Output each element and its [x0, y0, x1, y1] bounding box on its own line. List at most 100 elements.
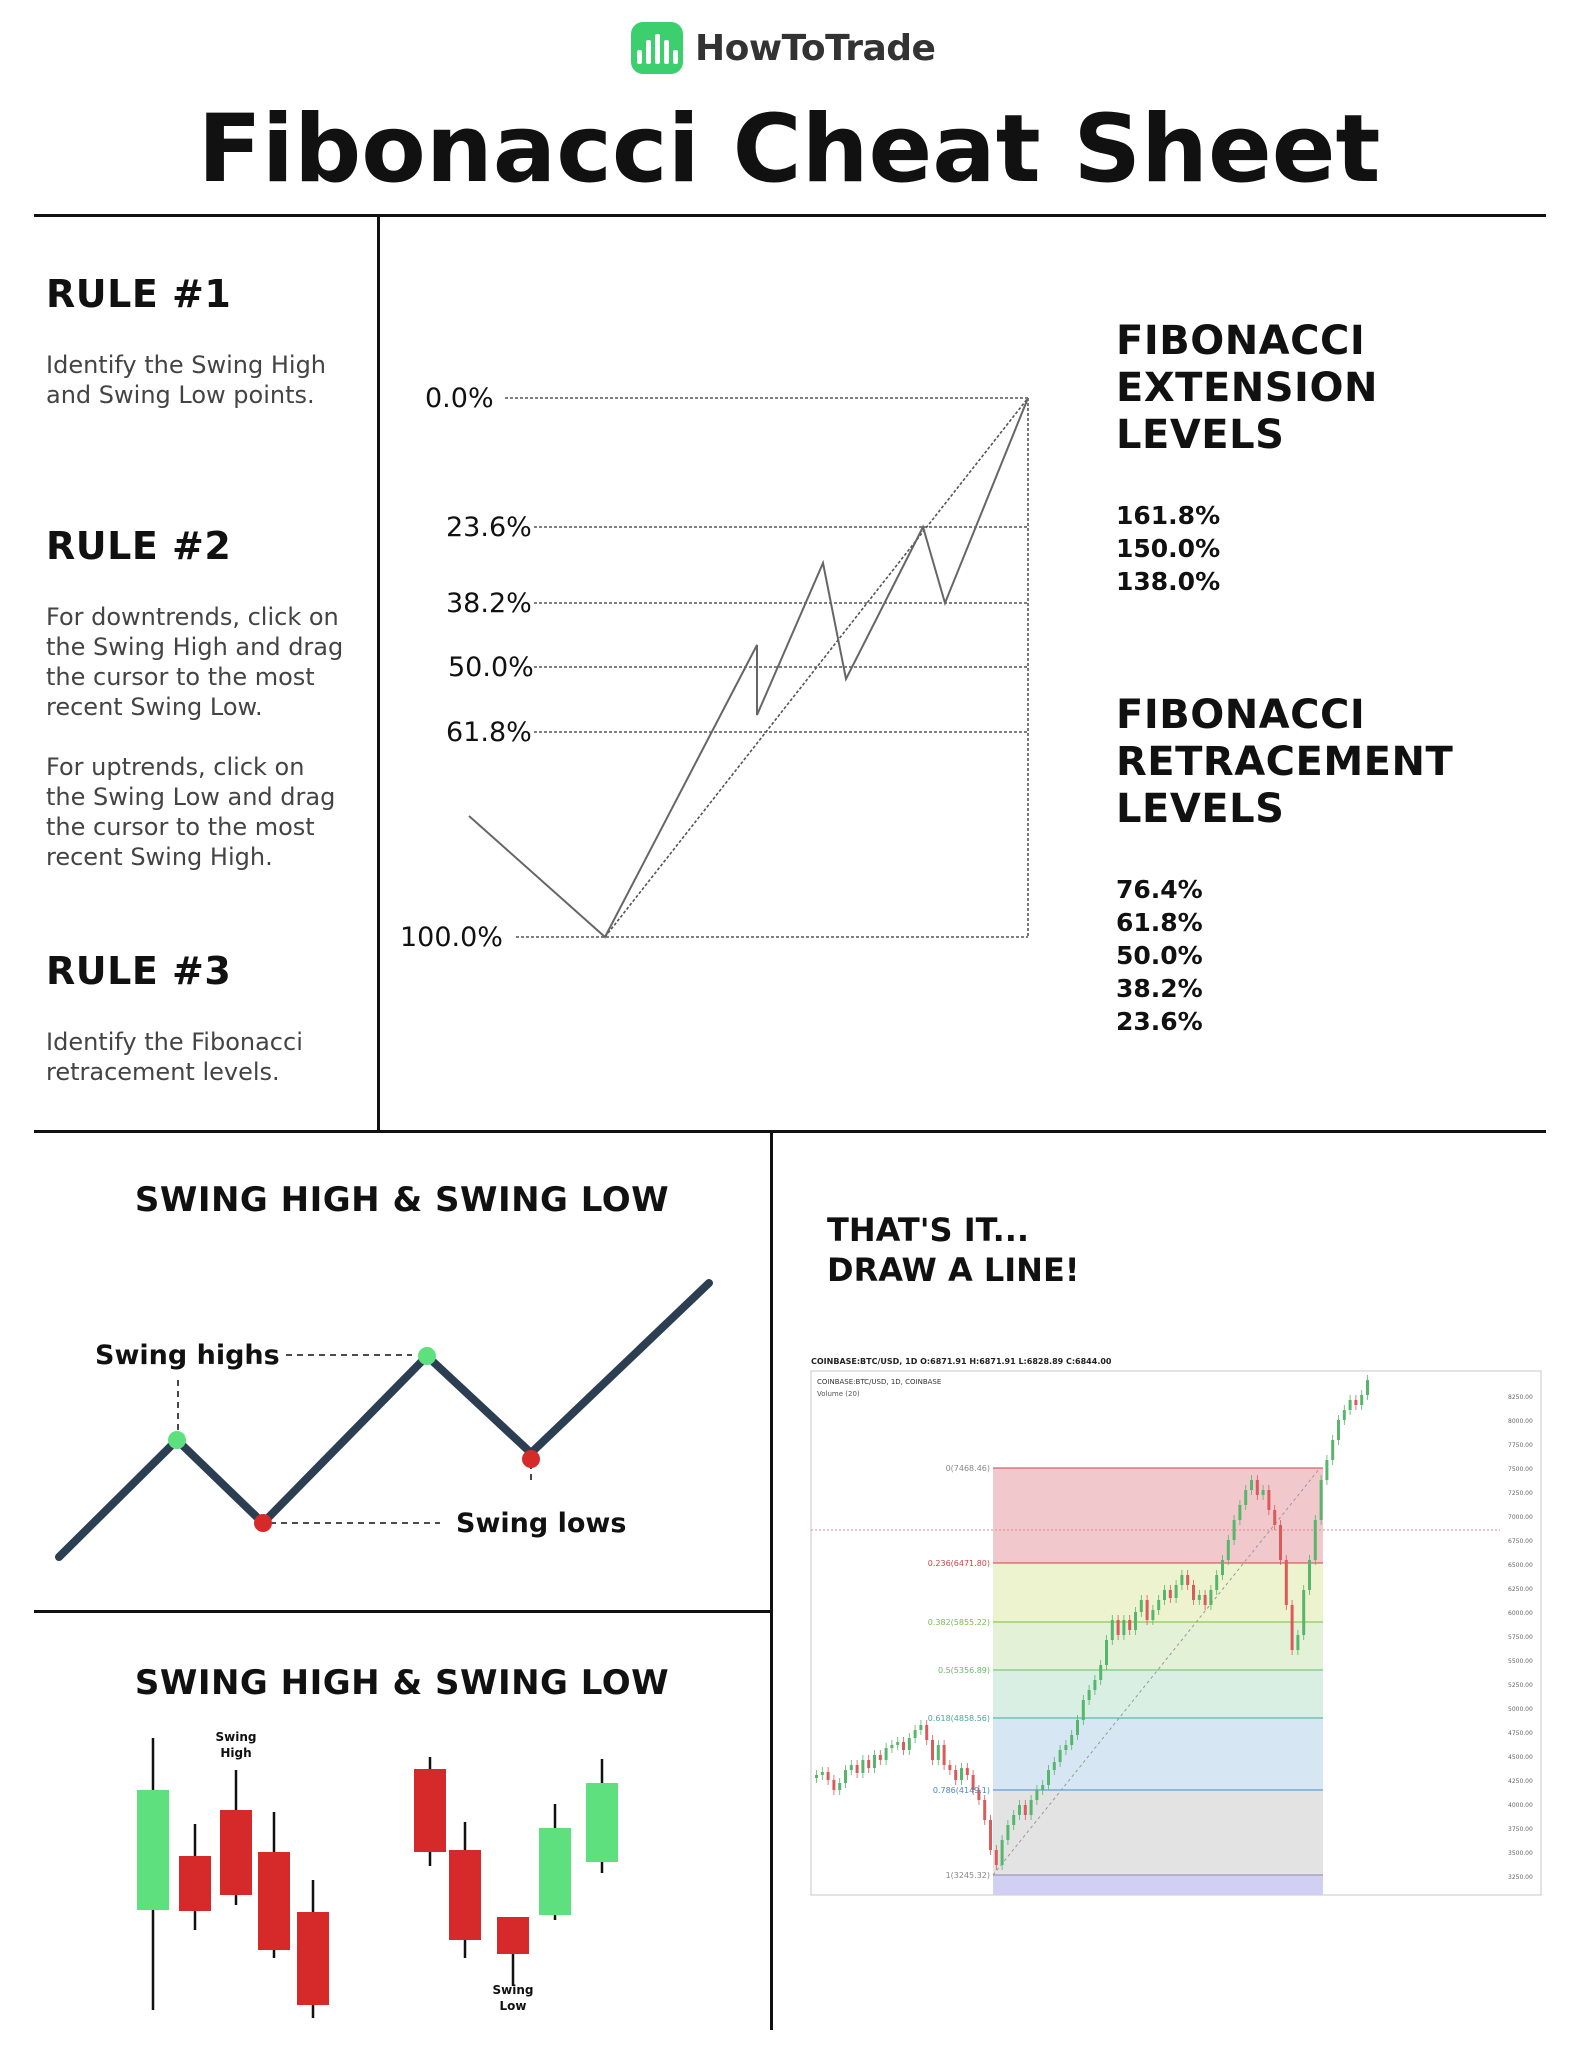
rule-text: Identify the Fibonacci retracement level… — [46, 1028, 303, 1086]
btc-candle — [1000, 1840, 1004, 1865]
rule-text: For downtrends, click on the Swing High … — [46, 603, 344, 871]
btc-candle — [855, 1765, 859, 1773]
btc-candle — [878, 1755, 882, 1760]
btc-candle — [902, 1742, 905, 1750]
btc-candle — [936, 1745, 940, 1760]
swing-high-marker — [418, 1347, 436, 1365]
btc-candle — [1342, 1410, 1346, 1420]
price-tick: 6500.00 — [1508, 1562, 1533, 1569]
price-tick: 3500.00 — [1508, 1850, 1533, 1857]
fib-level-label: 0.618(4858.56) — [928, 1714, 990, 1723]
btc-candle — [931, 1740, 934, 1760]
level-label: 61.8% — [446, 717, 532, 748]
btc-candle — [1151, 1610, 1155, 1620]
trend-diagonal — [604, 397, 1029, 938]
btc-candle — [1267, 1490, 1271, 1510]
btc-candle — [1261, 1490, 1265, 1495]
btc-candle — [1360, 1395, 1364, 1405]
price-tick: 7250.00 — [1508, 1490, 1533, 1497]
bearish-candle — [297, 1912, 329, 2005]
swing-low-text: Swing — [493, 1983, 534, 1997]
retracement-block: FIBONACCI RETRACEMENT LEVELS 76.4% 61.8%… — [1116, 692, 1453, 1038]
rule-1: RULE #1 Identify the Swing High and Swin… — [46, 272, 326, 410]
btc-candle — [1110, 1620, 1114, 1640]
middle-divider — [34, 1130, 1546, 1133]
bearish-candle — [258, 1852, 290, 1950]
level-label: 23.6% — [446, 512, 532, 543]
btc-candle — [925, 1725, 929, 1740]
btc-candle — [1064, 1745, 1068, 1750]
fib-level-label: 0(7468.46) — [946, 1464, 990, 1473]
price-tick: 4000.00 — [1508, 1802, 1533, 1809]
btc-candle — [1279, 1525, 1282, 1560]
btc-candle — [1035, 1790, 1039, 1800]
btc-candle — [832, 1780, 836, 1790]
swing-high-text: Swing — [216, 1730, 257, 1744]
retracement-level: 38.2% — [1116, 974, 1203, 1003]
btc-candle — [1302, 1590, 1306, 1635]
rules-divider — [377, 216, 380, 1132]
btc-candle — [815, 1775, 818, 1778]
btc-candle — [1273, 1510, 1277, 1525]
fib-zone — [993, 1718, 1323, 1790]
swing-high-marker — [168, 1431, 186, 1449]
rule-title: RULE #1 — [46, 272, 232, 316]
extension-levels: 161.8% 150.0% 138.0% — [1116, 499, 1378, 598]
btc-candle — [960, 1768, 963, 1780]
bullish-candle — [137, 1790, 169, 1910]
retracement-level: 76.4% — [1116, 875, 1203, 904]
btc-candle — [1070, 1735, 1074, 1745]
level-label: 100.0% — [400, 922, 503, 953]
btc-candle — [948, 1765, 952, 1770]
btc-candle — [907, 1738, 911, 1750]
page-title: Fibonacci Cheat Sheet — [197, 95, 1381, 204]
btc-candle — [1087, 1690, 1091, 1700]
retracement-level: 61.8% — [1116, 908, 1203, 937]
btc-candle — [1250, 1480, 1253, 1490]
retracement-level: 50.0% — [1116, 941, 1203, 970]
chart-sub: COINBASE:BTC/USD, 1D, COINBASE — [817, 1378, 941, 1386]
btc-candle — [820, 1772, 824, 1775]
btc-candle — [1348, 1400, 1352, 1410]
swing-highs-label: Swing highs — [95, 1340, 280, 1371]
rule-text: Identify the Swing High and Swing Low po… — [46, 351, 327, 409]
price-tick: 5500.00 — [1508, 1658, 1533, 1665]
btc-candle — [1145, 1600, 1149, 1620]
price-tick: 5750.00 — [1508, 1634, 1533, 1641]
btc-candle — [1192, 1585, 1195, 1600]
btc-candle — [1319, 1480, 1323, 1520]
btc-candle — [1226, 1540, 1230, 1560]
chart-sub: Volume (20) — [817, 1390, 860, 1398]
chart-frame — [810, 1370, 1542, 1896]
btc-candle — [1052, 1762, 1056, 1770]
btc-candle — [1093, 1680, 1097, 1690]
btc-candle — [867, 1760, 871, 1768]
bullish-candle — [586, 1783, 618, 1862]
swing-low-marker — [522, 1450, 540, 1468]
btc-candle — [954, 1770, 958, 1780]
btc-candle — [1180, 1575, 1184, 1585]
btc-candle — [1047, 1770, 1050, 1785]
price-tick: 3750.00 — [1508, 1826, 1533, 1833]
price-tick: 5250.00 — [1508, 1682, 1533, 1689]
level-label: 50.0% — [448, 652, 534, 683]
btc-candle — [826, 1772, 830, 1780]
btc-candle — [1018, 1805, 1021, 1815]
btc-candle — [1215, 1575, 1219, 1590]
price-tick: 6250.00 — [1508, 1586, 1533, 1593]
btc-candle — [1163, 1590, 1166, 1600]
swing-divider — [34, 1610, 772, 1613]
btc-candle — [1023, 1805, 1027, 1815]
btc-candle — [989, 1820, 992, 1850]
btc-candle — [919, 1725, 923, 1730]
rule-2: RULE #2 For downtrends, click on the Swi… — [46, 524, 343, 872]
bearish-candle — [220, 1810, 252, 1895]
fib-level-label: 0.786(4149.1) — [933, 1786, 990, 1795]
btc-candle — [1255, 1480, 1259, 1495]
btc-candle — [1122, 1620, 1126, 1635]
price-tick: 4250.00 — [1508, 1778, 1533, 1785]
btc-candle — [1308, 1560, 1311, 1590]
btc-candle — [1041, 1785, 1045, 1790]
bullish-candle — [539, 1828, 571, 1915]
btc-candle — [849, 1765, 853, 1770]
